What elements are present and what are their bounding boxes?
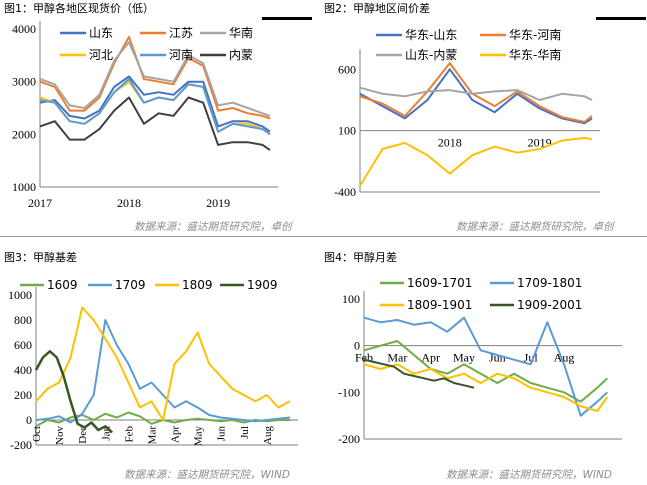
fig4-legend-label-0: 1609-1701: [407, 276, 472, 290]
fig1-legend-label-4: 河南: [169, 47, 193, 62]
fig3-series-line-3: [34, 350, 114, 434]
fig2-y-tick-label: 600: [338, 62, 356, 76]
fig3-y-tick-label: 200: [14, 388, 32, 402]
fig2-legend-label-2: 山东-内蒙: [405, 48, 457, 62]
fig3-legend-label-0: 1609: [47, 278, 78, 292]
figure-2-accent-bar: [596, 17, 646, 20]
fig1-series-line-4: [39, 78, 271, 136]
fig3-x-tick-label: Dec: [77, 426, 89, 444]
fig2-legend-label-3: 华东-华南: [509, 47, 561, 62]
fig1-legend-label-0: 山东: [89, 26, 113, 40]
fig3-series-line-1: [35, 319, 291, 424]
figure-2-source: 数据来源：盛达期货研究院，卓创: [456, 221, 614, 233]
fig3-x-tick-label: Feb: [123, 426, 135, 443]
fig2-y-tick-label: 100: [338, 124, 356, 138]
fig3-x-tick-label: Jul: [239, 426, 251, 439]
fig1-legend-label-3: 河北: [89, 48, 113, 62]
fig3-y-tick-label: 600: [14, 338, 32, 352]
fig1-y-tick-label: 2000: [12, 127, 36, 141]
fig2-y-tick-label: -400: [334, 185, 356, 199]
fig1-series-line-5: [39, 96, 271, 151]
fig3-legend-label-1: 1709: [115, 278, 146, 292]
fig1-legend-label-2: 华南: [229, 25, 253, 40]
fig2-series-line-3: [359, 137, 593, 187]
fig3-x-tick-label: Oct: [31, 426, 43, 442]
fig3-x-tick-label: Aug: [262, 426, 274, 445]
fig3-series-line-2: [35, 306, 291, 421]
fig3-y-tick-label: 400: [14, 363, 32, 377]
fig4-x-tick-label: Feb: [355, 351, 373, 365]
fig4-legend-label-3: 1909-2001: [517, 298, 582, 312]
fig4-legend-label-2: 1809-1901: [407, 298, 472, 312]
fig1-legend-label-5: 内蒙: [229, 48, 253, 62]
fig3-y-tick-label: 1000: [8, 288, 32, 302]
fig4-y-tick-label: 0: [354, 339, 360, 353]
fig4-legend-label-1: 1709-1801: [517, 276, 582, 290]
fig4-series-line-2: [363, 363, 609, 412]
fig3-y-tick-label: -200: [10, 438, 32, 452]
fig2-legend-label-0: 华东-山东: [405, 28, 457, 42]
fig1-series-line-1: [39, 35, 271, 120]
figure-1-title: 图1：甲醇各地区现货价（低）: [4, 2, 154, 15]
fig4-series-line-3: [363, 358, 475, 389]
figure-3-source: 数据来源：盛达期货研究院，WIND: [124, 469, 290, 481]
fig4-x-tick-label: Aug: [554, 351, 575, 365]
fig3-y-tick-label: 0: [26, 413, 32, 427]
fig1-y-tick-label: 1000: [12, 180, 36, 194]
fig1-legend-label-1: 江苏: [169, 26, 193, 40]
figure-1-source: 数据来源：盛达期货研究院，卓创: [134, 221, 292, 233]
fig1-x-tick-label: 2017: [28, 196, 52, 210]
figure-2-title: 图2：甲醇地区间价差: [324, 2, 430, 15]
fig1-x-tick-label: 2019: [206, 196, 230, 210]
fig1-series-line-2: [39, 41, 271, 117]
fig2-series-line-0: [359, 68, 593, 125]
fig3-x-tick-label: Apr: [170, 426, 182, 443]
fig1-x-tick-label: 2018: [117, 196, 141, 210]
fig3-x-tick-label: Mar: [146, 426, 158, 445]
fig3-x-tick-label: Jun: [216, 426, 228, 442]
fig3-x-tick-label: Nov: [54, 426, 66, 445]
fig2-x-tick-label: 2018: [438, 136, 462, 150]
fig4-series-line-1: [363, 316, 608, 417]
fig4-x-tick-label: Mar: [387, 351, 407, 365]
fig4-x-tick-label: Apr: [421, 351, 440, 365]
fig4-y-tick-label: 100: [342, 292, 360, 306]
fig2-series-line-1: [359, 62, 593, 123]
figure-3-title: 图3：甲醇基差: [4, 251, 77, 264]
fig1-y-tick-label: 3000: [12, 75, 36, 89]
fig2-x-tick-label: 2019: [528, 136, 552, 150]
figure-1-accent-bar: [262, 17, 312, 20]
fig4-y-tick-label: -100: [338, 385, 360, 399]
fig2-legend-label-1: 华东-河南: [509, 27, 561, 42]
fig4-y-tick-label: -200: [338, 432, 360, 446]
fig3-legend-label-3: 1909: [247, 278, 278, 292]
fig4-x-tick-label: May: [453, 351, 475, 365]
fig3-y-tick-label: 800: [14, 313, 32, 327]
figure-4-source: 数据来源：盛达期货研究院，WIND: [446, 469, 612, 481]
fig2-series-line-2: [359, 86, 593, 101]
fig1-series-line-0: [39, 75, 271, 133]
fig3-legend-label-2: 1809: [182, 278, 213, 292]
fig3-x-tick-label: May: [193, 426, 205, 447]
figure-4-title: 图4：甲醇月差: [324, 251, 397, 264]
section-divider: [0, 236, 647, 237]
fig1-y-tick-label: 4000: [12, 22, 36, 36]
